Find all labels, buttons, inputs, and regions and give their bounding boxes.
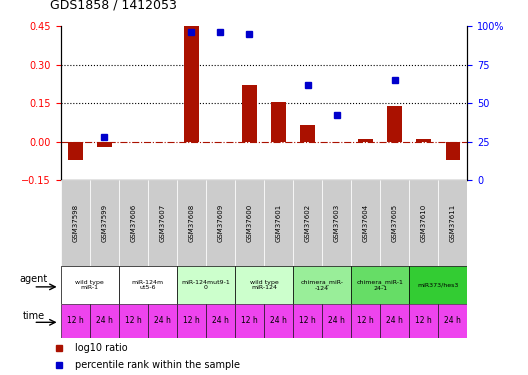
Bar [293,180,322,266]
Bar [351,180,380,266]
Text: 24 h: 24 h [154,316,171,325]
Bar [90,180,119,266]
Bar [359,139,373,142]
Bar [61,266,119,304]
Bar [409,180,438,266]
Bar [351,266,409,304]
Text: time: time [22,310,44,321]
Text: GSM37602: GSM37602 [305,204,310,242]
Text: chimera_miR-
-124: chimera_miR- -124 [300,279,344,291]
Bar [184,26,199,142]
Bar [90,304,119,338]
Bar [322,304,351,338]
Bar [446,142,460,159]
Text: GSM37611: GSM37611 [450,204,456,242]
Text: 24 h: 24 h [386,316,403,325]
Text: miR373/hes3: miR373/hes3 [418,282,459,288]
Bar [380,304,409,338]
Text: GSM37604: GSM37604 [363,204,369,242]
Bar [235,180,264,266]
Bar [264,304,293,338]
Text: log10 ratio: log10 ratio [75,343,128,353]
Text: 12 h: 12 h [357,316,374,325]
Bar [380,180,409,266]
Bar [68,142,82,159]
Bar [177,266,235,304]
Text: GSM37610: GSM37610 [421,204,427,242]
Text: percentile rank within the sample: percentile rank within the sample [75,360,240,369]
Bar [293,304,322,338]
Bar [388,106,402,142]
Bar [293,266,351,304]
Text: 12 h: 12 h [67,316,83,325]
Text: GSM37605: GSM37605 [392,204,398,242]
Bar [264,180,293,266]
Text: GSM37598: GSM37598 [72,204,78,242]
Bar [438,180,467,266]
Bar [300,125,315,142]
Text: miR-124m
ut5-6: miR-124m ut5-6 [132,280,164,290]
Bar [235,304,264,338]
Bar [148,180,177,266]
Text: agent: agent [19,274,48,284]
Bar [61,180,90,266]
Text: 12 h: 12 h [416,316,432,325]
Bar [271,102,286,142]
Bar [206,304,235,338]
Bar [438,304,467,338]
Text: wild type
miR-124: wild type miR-124 [250,280,278,290]
Text: GSM37607: GSM37607 [159,204,165,242]
Bar [417,139,431,142]
Bar [119,266,177,304]
Text: 24 h: 24 h [212,316,229,325]
Bar [235,266,293,304]
Bar [97,142,111,147]
Bar [351,304,380,338]
Bar [119,180,148,266]
Bar [409,304,438,338]
Text: 12 h: 12 h [125,316,142,325]
Bar [409,266,467,304]
Text: 12 h: 12 h [183,316,200,325]
Text: 24 h: 24 h [270,316,287,325]
Text: GSM37600: GSM37600 [247,204,252,242]
Text: chimera_miR-1
24-1: chimera_miR-1 24-1 [357,279,403,291]
Bar [206,180,235,266]
Bar [148,304,177,338]
Text: 24 h: 24 h [96,316,112,325]
Text: GSM37609: GSM37609 [218,204,223,242]
Text: GDS1858 / 1412053: GDS1858 / 1412053 [50,0,177,11]
Text: GSM37608: GSM37608 [188,204,194,242]
Bar [61,304,90,338]
Text: GSM37606: GSM37606 [130,204,136,242]
Text: 12 h: 12 h [299,316,316,325]
Text: 24 h: 24 h [328,316,345,325]
Text: wild type
miR-1: wild type miR-1 [76,280,104,290]
Text: 12 h: 12 h [241,316,258,325]
Text: GSM37603: GSM37603 [334,204,340,242]
Bar [119,304,148,338]
Bar [177,304,206,338]
Text: GSM37601: GSM37601 [276,204,281,242]
Bar [322,180,351,266]
Bar [242,85,257,142]
Bar [177,180,206,266]
Text: miR-124mut9-1
0: miR-124mut9-1 0 [182,280,230,290]
Text: 24 h: 24 h [445,316,461,325]
Text: GSM37599: GSM37599 [101,204,107,242]
